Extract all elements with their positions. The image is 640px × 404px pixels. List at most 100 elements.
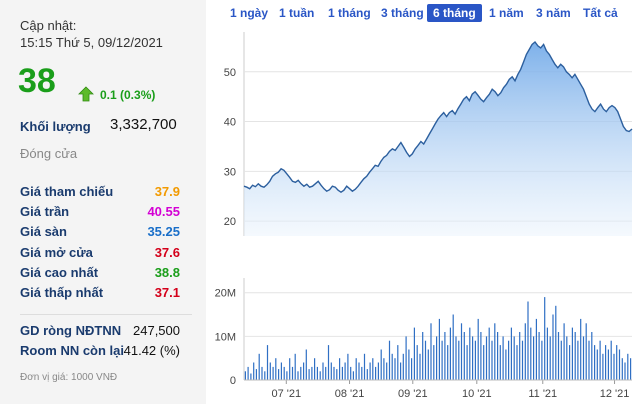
volume-bar bbox=[275, 358, 277, 380]
volume-bar bbox=[499, 345, 501, 380]
volume-bar bbox=[258, 353, 260, 380]
volume-label: Khối lượng bbox=[20, 119, 91, 134]
volume-bar bbox=[430, 323, 432, 380]
volume-bar bbox=[524, 323, 526, 380]
volume-bar bbox=[613, 353, 615, 380]
tab-1-day[interactable]: 1 ngày bbox=[230, 6, 269, 20]
volume-bar bbox=[375, 366, 377, 380]
price-row-value: 37.9 bbox=[154, 184, 180, 199]
volume-bar bbox=[624, 362, 626, 380]
price-row-value: 35.25 bbox=[147, 224, 180, 239]
volume-bar bbox=[491, 340, 493, 380]
volume-bar bbox=[433, 345, 435, 380]
volume-tick-label: 20M bbox=[215, 288, 236, 300]
volume-bar bbox=[444, 332, 446, 380]
price-row-low: Giá thấp nhất 37.1 bbox=[0, 285, 206, 305]
volume-bar bbox=[477, 318, 479, 380]
volume-bar bbox=[411, 358, 413, 380]
volume-bar bbox=[305, 349, 307, 380]
volume-bar bbox=[333, 366, 335, 380]
tab-all[interactable]: Tất cả bbox=[583, 6, 618, 20]
price-volume-chart: 20 30 40 50 0 10M 20M 07 '21 08 '21 09 '21 10 '21 1… bbox=[215, 32, 633, 400]
tab-1-week[interactable]: 1 tuần bbox=[279, 6, 315, 20]
volume-bar bbox=[397, 345, 399, 380]
volume-bar bbox=[255, 369, 257, 380]
volume-bar bbox=[474, 340, 476, 380]
tab-1-month[interactable]: 1 tháng bbox=[328, 6, 371, 20]
volume-bar bbox=[488, 327, 490, 380]
tab-6-months[interactable]: 6 tháng bbox=[427, 4, 482, 22]
volume-bar bbox=[394, 358, 396, 380]
volume-bar bbox=[552, 314, 554, 380]
volume-bar bbox=[436, 336, 438, 380]
volume-bar bbox=[563, 323, 565, 380]
volume-bar bbox=[400, 362, 402, 380]
volume-bar bbox=[574, 332, 576, 380]
volume-bar bbox=[494, 323, 496, 380]
volume-bar bbox=[538, 332, 540, 380]
volume-value: 3,332,700 bbox=[110, 116, 177, 133]
volume-bar bbox=[286, 371, 288, 380]
volume-bar bbox=[361, 366, 363, 380]
volume-bar bbox=[618, 349, 621, 380]
volume-bar bbox=[291, 366, 294, 380]
close-label: Đóng cửa bbox=[20, 146, 78, 161]
volume-bar bbox=[327, 345, 330, 380]
volume-bar bbox=[347, 353, 349, 380]
price-row-value: 38.8 bbox=[154, 265, 180, 280]
volume-bar bbox=[472, 336, 474, 380]
price-line bbox=[243, 40, 633, 194]
volume-bar bbox=[330, 362, 332, 380]
price-row-value: 40.55 bbox=[147, 204, 180, 219]
x-tick-label: 07 '21 bbox=[271, 388, 301, 400]
volume-bar bbox=[607, 349, 609, 380]
volume-bar bbox=[311, 366, 313, 380]
x-tick-label: 09 '21 bbox=[398, 388, 428, 400]
price-row-open: Giá mở cửa 37.6 bbox=[0, 245, 206, 265]
volume-bar bbox=[521, 340, 524, 380]
volume-bar bbox=[497, 332, 499, 380]
volume-bar bbox=[560, 340, 562, 380]
volume-bar bbox=[264, 371, 266, 380]
price-area bbox=[244, 42, 632, 236]
volume-bar bbox=[294, 353, 296, 380]
volume-bar bbox=[582, 336, 585, 380]
volume-bar bbox=[616, 345, 618, 380]
volume-bar bbox=[527, 301, 529, 380]
volume-bar bbox=[427, 349, 429, 380]
volume-bar bbox=[610, 340, 612, 380]
volume-bar bbox=[269, 362, 271, 380]
updated-time: 15:15 Thứ 5, 09/12/2021 bbox=[20, 35, 163, 50]
volume-bar bbox=[510, 327, 512, 380]
volume-bar bbox=[308, 369, 310, 380]
tab-3-months[interactable]: 3 tháng bbox=[381, 6, 424, 20]
foreign-row-value: 247,500 bbox=[133, 323, 180, 338]
price-change: 0.1 (0.3%) bbox=[100, 88, 156, 102]
price-row-label: Giá trần bbox=[20, 204, 70, 219]
volume-bar bbox=[261, 366, 263, 380]
volume-bar bbox=[596, 349, 598, 380]
volume-bar bbox=[535, 318, 537, 380]
volume-bar bbox=[555, 305, 557, 380]
quote-panel: Cập nhật: 15:15 Thứ 5, 09/12/2021 38 0.1… bbox=[0, 0, 206, 404]
divider bbox=[20, 314, 192, 315]
price-row-label: Giá thấp nhất bbox=[20, 285, 104, 300]
volume-bar bbox=[469, 327, 471, 380]
volume-bar bbox=[278, 369, 280, 380]
volume-bar bbox=[422, 332, 424, 380]
tab-1-year[interactable]: 1 năm bbox=[489, 6, 524, 20]
volume-bar bbox=[266, 345, 269, 380]
price-row-ceiling: Giá trần 40.55 bbox=[0, 204, 206, 224]
volume-bar bbox=[508, 340, 510, 380]
volume-bar bbox=[483, 345, 485, 380]
volume-bar bbox=[447, 345, 449, 380]
volume-bar bbox=[344, 362, 346, 380]
foreign-net-row: GD ròng NĐTNN 247,500 bbox=[0, 323, 206, 343]
volume-bar bbox=[627, 353, 629, 380]
price-row-value: 37.6 bbox=[154, 245, 180, 260]
tab-3-years[interactable]: 3 năm bbox=[536, 6, 571, 20]
volume-bar bbox=[424, 340, 427, 380]
volume-bar bbox=[300, 366, 302, 380]
volume-bar bbox=[247, 366, 249, 380]
volume-bar bbox=[352, 371, 354, 380]
